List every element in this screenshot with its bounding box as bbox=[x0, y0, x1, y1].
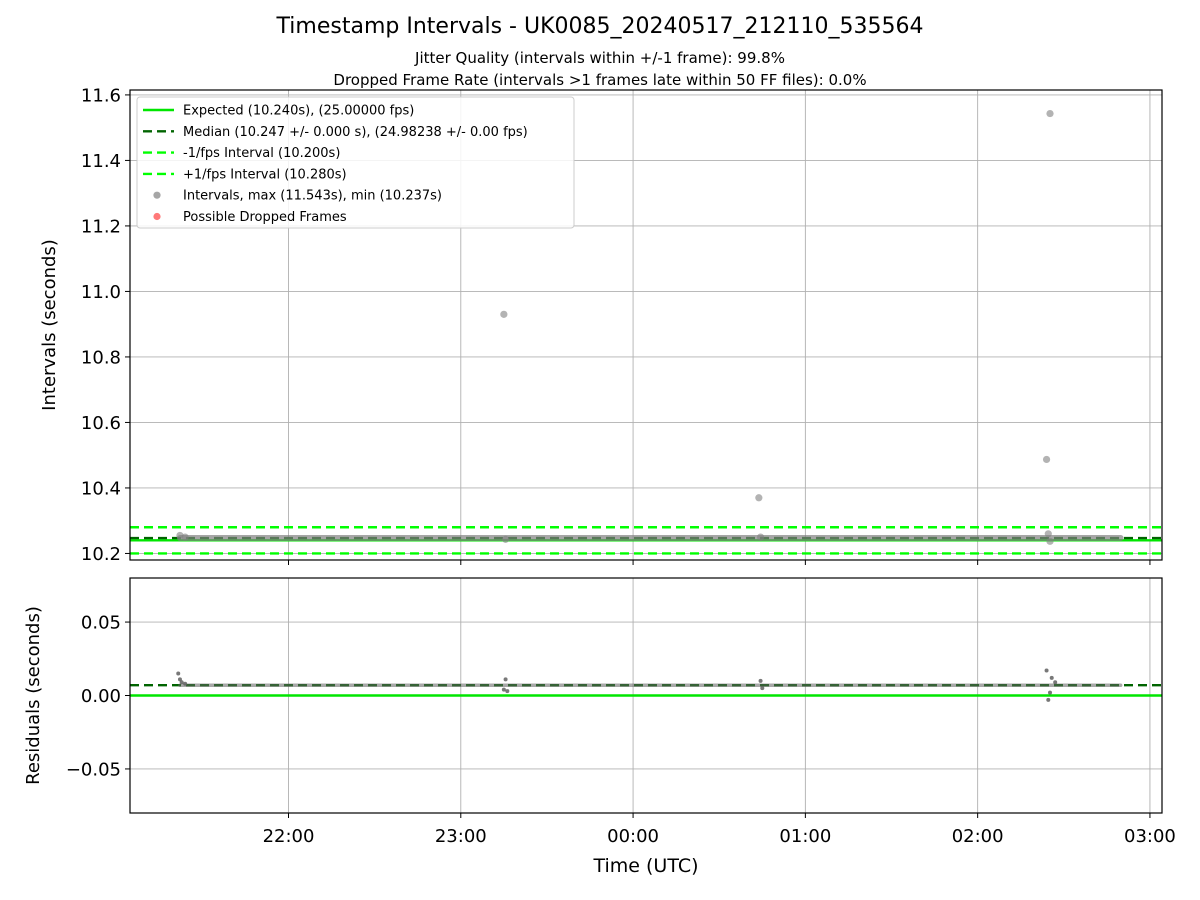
interval-point bbox=[1044, 530, 1052, 538]
top-y-tick-label: 11.0 bbox=[81, 282, 121, 303]
bottom-residual-points bbox=[176, 668, 1123, 702]
legend-box bbox=[136, 96, 575, 229]
top-y-tick-label: 10.6 bbox=[81, 413, 121, 434]
top-y-tick-label: 10.2 bbox=[81, 544, 121, 565]
residual-point bbox=[1049, 675, 1054, 680]
top-axes: 10.2 10.4 10.6 10.8 11.0 11.2 11.4 11.6 Interval… bbox=[39, 85, 1163, 565]
bottom-x-tick-label: 22:00 bbox=[263, 826, 315, 847]
residual-point bbox=[758, 678, 763, 683]
top-y-tick-label: 10.4 bbox=[81, 478, 121, 499]
residual-point bbox=[1048, 690, 1053, 695]
top-y-tick-label: 10.8 bbox=[81, 347, 121, 368]
legend: Expected (10.240s), (25.00000 fps) Median… bbox=[136, 96, 575, 229]
residual-point bbox=[1044, 668, 1049, 673]
legend-label: Intervals, max (11.543s), min (10.237s) bbox=[183, 189, 442, 204]
residual-point bbox=[503, 677, 508, 682]
legend-label: Median (10.247 +/- 0.000 s), (24.98238 +… bbox=[183, 125, 528, 140]
bottom-x-tick-label: 02:00 bbox=[952, 826, 1004, 847]
residual-point bbox=[760, 686, 765, 691]
dropped-frame-rate-subtitle: Dropped Frame Rate (intervals >1 frames … bbox=[333, 71, 867, 89]
interval-point bbox=[181, 533, 189, 541]
bottom-y-tick-label: −0.05 bbox=[66, 759, 121, 780]
bottom-y-axis-label: Residuals (seconds) bbox=[23, 606, 44, 785]
interval-point bbox=[500, 310, 508, 318]
residual-point bbox=[1046, 697, 1051, 702]
top-y-tick-label: 11.6 bbox=[81, 85, 121, 106]
bottom-x-tick-label: 00:00 bbox=[607, 826, 659, 847]
legend-label: Expected (10.240s), (25.00000 fps) bbox=[183, 104, 414, 119]
legend-label: Possible Dropped Frames bbox=[183, 210, 347, 225]
top-y-tick-label: 11.2 bbox=[81, 216, 121, 237]
legend-marker-swatch bbox=[153, 212, 161, 221]
top-interval-points bbox=[176, 109, 1124, 545]
interval-point bbox=[756, 533, 765, 541]
x-axis-label: Time (UTC) bbox=[592, 855, 698, 877]
interval-point bbox=[501, 535, 510, 543]
residual-point bbox=[505, 689, 510, 694]
interval-point bbox=[755, 494, 763, 502]
interval-point bbox=[1046, 109, 1054, 118]
chart-title: Timestamp Intervals - UK0085_20240517_21… bbox=[276, 14, 924, 39]
top-y-axis-label: Intervals (seconds) bbox=[39, 239, 60, 411]
residual-point bbox=[501, 687, 506, 692]
legend-label: +1/fps Interval (10.280s) bbox=[183, 167, 347, 182]
bottom-x-tick-label: 23:00 bbox=[435, 826, 487, 847]
bottom-axes: 0.05 0.00 −0.05 22:00 23:00 00:00 01:00 02:00 03… bbox=[23, 577, 1176, 877]
legend-marker-swatch bbox=[153, 191, 161, 199]
bottom-x-tick-label: 01:00 bbox=[779, 826, 831, 847]
top-y-tick-label: 11.4 bbox=[81, 151, 121, 172]
bottom-x-tick-label: 03:00 bbox=[1124, 826, 1176, 847]
legend-label: -1/fps Interval (10.200s) bbox=[183, 146, 340, 161]
interval-point bbox=[1042, 455, 1051, 464]
residual-point bbox=[183, 681, 188, 686]
residual-point bbox=[176, 671, 181, 676]
residual-point bbox=[177, 677, 182, 682]
residual-point bbox=[179, 680, 184, 685]
interval-point bbox=[1046, 537, 1054, 545]
bottom-y-tick-label: 0.00 bbox=[81, 686, 121, 707]
jitter-quality-subtitle: Jitter Quality (intervals within +/-1 fr… bbox=[415, 49, 785, 67]
residual-point bbox=[1053, 680, 1058, 685]
top-plot-frame bbox=[129, 89, 1163, 561]
bottom-y-tick-label: 0.05 bbox=[81, 613, 121, 634]
